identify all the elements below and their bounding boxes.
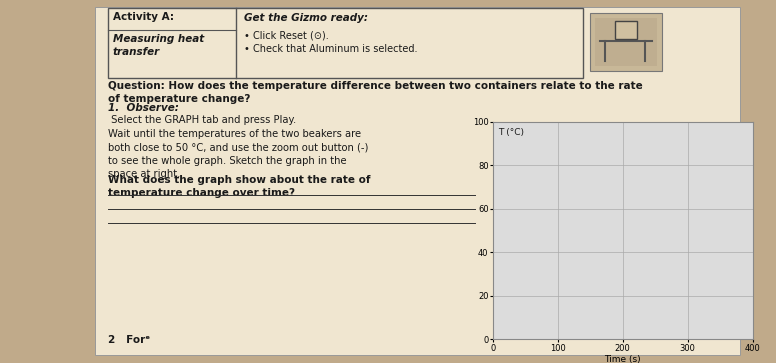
Text: Select the GRAPH tab and press Play.
Wait until the temperatures of the two beak: Select the GRAPH tab and press Play. Wai… xyxy=(108,115,369,179)
Text: Measuring heat
transfer: Measuring heat transfer xyxy=(113,34,204,57)
Bar xyxy=(590,13,662,71)
Text: 1.  Observe:: 1. Observe: xyxy=(108,103,179,113)
Text: Activity A:: Activity A: xyxy=(113,12,174,22)
X-axis label: Time (s): Time (s) xyxy=(605,355,641,363)
Bar xyxy=(95,7,740,355)
Bar xyxy=(595,18,657,66)
Text: 2   Forᵉ: 2 Forᵉ xyxy=(108,335,150,345)
Text: • Click Reset (⊙).
• Check that Aluminum is selected.: • Click Reset (⊙). • Check that Aluminum… xyxy=(244,30,417,54)
Text: Get the Gizmo ready:: Get the Gizmo ready: xyxy=(244,13,368,23)
Bar xyxy=(615,21,637,39)
Text: Question: How does the temperature difference between two containers relate to t: Question: How does the temperature diffe… xyxy=(108,81,643,104)
Text: T (°C): T (°C) xyxy=(498,128,524,137)
Text: What does the graph show about the rate of
temperature change over time?: What does the graph show about the rate … xyxy=(108,175,370,198)
Bar xyxy=(108,8,583,78)
